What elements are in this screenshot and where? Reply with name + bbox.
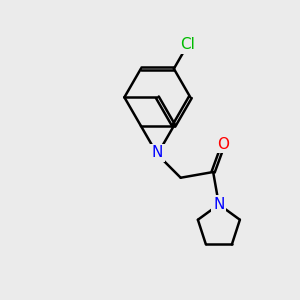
Text: O: O bbox=[217, 136, 229, 152]
Text: N: N bbox=[152, 146, 163, 160]
Text: Cl: Cl bbox=[180, 37, 195, 52]
Text: N: N bbox=[213, 197, 225, 212]
